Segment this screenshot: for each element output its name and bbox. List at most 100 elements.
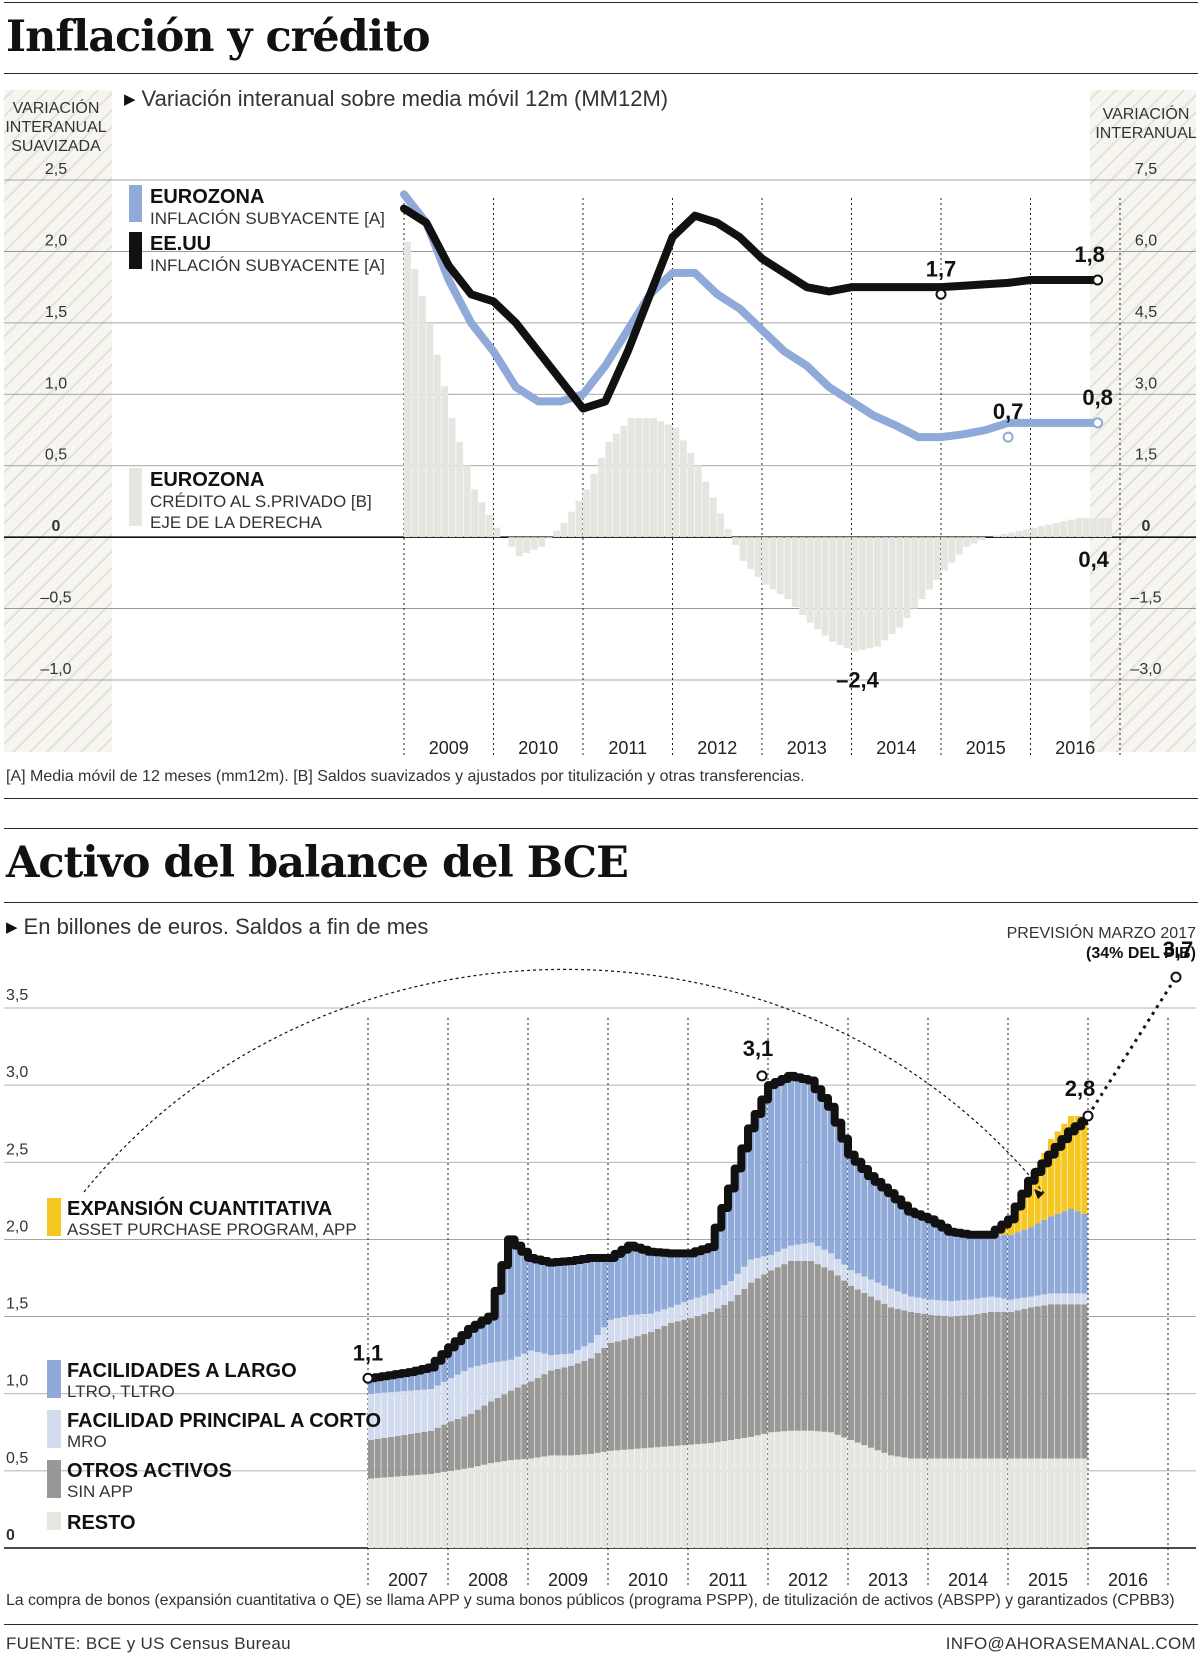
stack-bar-resto	[714, 1442, 721, 1548]
stack-bar-mro	[534, 1352, 541, 1378]
legend-sub: ASSET PURCHASE PROGRAM, APP	[67, 1220, 357, 1239]
credit-bar	[575, 500, 583, 538]
inflation-credit-chart: VARIACIÓN INTERANUAL SUAVIZADA VARIACIÓN INT…	[4, 90, 1197, 758]
stack-bar-mro	[788, 1245, 795, 1262]
credit-bar	[1015, 530, 1023, 538]
credit-bar	[1030, 527, 1038, 538]
y-tick: 1,0	[6, 1373, 28, 1390]
stack-bar-ltro	[528, 1257, 535, 1351]
stack-bar-resto	[728, 1440, 735, 1548]
stack-bar-ltro	[868, 1176, 875, 1280]
title-rule-top	[4, 73, 1198, 74]
stack-bar-resto	[448, 1470, 455, 1548]
stack-bar-otros	[728, 1301, 735, 1440]
credit-bar	[426, 322, 434, 538]
stack-bar-otros	[688, 1318, 695, 1445]
stack-bar-otros	[881, 1303, 888, 1453]
stack-bar-app	[1068, 1116, 1075, 1209]
stack-bar-resto	[521, 1459, 528, 1548]
stack-bar-otros	[534, 1377, 541, 1458]
stack-bar-otros	[674, 1321, 681, 1446]
x-tick-year: 2014	[948, 1570, 988, 1590]
legend-eurozona-credito-sub: CRÉDITO AL S.PRIVADO [B]	[150, 492, 372, 511]
credit-bar	[769, 537, 777, 590]
x-tick-year: 2010	[518, 738, 558, 758]
stack-bar-otros	[548, 1370, 555, 1456]
stack-bar-resto	[574, 1454, 581, 1548]
stack-bar-mro	[688, 1299, 695, 1319]
stack-bar-resto	[668, 1446, 675, 1548]
stack-bar-mro	[721, 1285, 728, 1305]
stack-bar-otros	[661, 1325, 668, 1447]
credit-bar	[1008, 532, 1015, 538]
legend-name: EXPANSIÓN CUANTITATIVA	[67, 1196, 332, 1220]
stack-bar-mro	[961, 1300, 968, 1316]
credit-bar	[642, 418, 650, 538]
stack-bar-otros	[841, 1280, 848, 1438]
stack-bar-resto	[1034, 1458, 1041, 1548]
subtitle-text: Variación interanual sobre media móvil 1…	[141, 86, 669, 111]
credit-bar	[993, 535, 1001, 538]
credit-bar	[732, 537, 740, 546]
stack-bar-otros	[434, 1427, 441, 1473]
stack-bar-resto	[828, 1432, 835, 1548]
left-axis-title: SUAVIZADA	[11, 138, 101, 155]
stack-bar-otros	[941, 1316, 948, 1459]
credit-bar	[597, 457, 605, 538]
stack-bar-resto	[881, 1452, 888, 1548]
credit-bar	[635, 418, 643, 538]
stack-bar-otros	[461, 1416, 468, 1469]
stack-bar-ltro	[1061, 1211, 1068, 1294]
stack-bar-mro	[841, 1264, 848, 1281]
stack-bar-ltro	[574, 1260, 581, 1350]
stack-bar-ltro	[768, 1085, 775, 1255]
stack-bar-app	[1028, 1180, 1035, 1228]
section-rule-2	[4, 828, 1198, 829]
right-axis-panel	[1090, 90, 1196, 752]
stack-bar-resto	[888, 1455, 895, 1548]
stack-bar-mro	[768, 1254, 775, 1271]
stack-bar-otros	[714, 1308, 721, 1443]
stack-bar-mro	[368, 1393, 375, 1440]
stack-bar-otros	[921, 1314, 928, 1459]
stack-bar-otros	[494, 1397, 501, 1463]
stack-bar-resto	[901, 1457, 908, 1548]
stack-bar-mro	[894, 1291, 901, 1309]
stack-bar-otros	[781, 1264, 788, 1432]
stack-bar-resto	[374, 1478, 381, 1548]
stack-bar-resto	[921, 1458, 928, 1548]
x-tick-year: 2016	[1055, 738, 1095, 758]
stack-bar-resto	[554, 1455, 561, 1548]
stack-bar-ltro	[908, 1211, 915, 1297]
stack-bar-mro	[561, 1354, 568, 1368]
left-axis-title: VARIACIÓN	[13, 98, 100, 117]
stack-bar-ltro	[821, 1098, 828, 1250]
stack-bar-mro	[914, 1297, 921, 1313]
stack-bar-otros	[868, 1296, 875, 1448]
credit-bar	[799, 537, 807, 615]
stack-bar-otros	[468, 1413, 475, 1468]
stack-bar-ltro	[874, 1181, 881, 1283]
stack-bar-otros	[394, 1435, 401, 1477]
stack-bar-otros	[481, 1405, 488, 1465]
stack-bar-ltro	[381, 1376, 388, 1393]
stack-bar-mro	[501, 1360, 508, 1395]
credit-bar	[724, 529, 732, 538]
stack-bar-mro	[434, 1385, 441, 1428]
stack-bar-ltro	[681, 1253, 688, 1303]
legend-name: FACILIDAD PRINCIPAL A CORTO	[67, 1410, 381, 1432]
stack-bar-ltro	[961, 1233, 968, 1301]
stack-bar-mro	[1021, 1297, 1028, 1309]
stack-bar-resto	[754, 1435, 761, 1548]
stack-bar-resto	[588, 1453, 595, 1548]
stack-bar-otros	[414, 1432, 421, 1475]
stack-bar-mro	[834, 1258, 841, 1276]
stack-bar-ltro	[614, 1253, 621, 1319]
stack-bar-ltro	[601, 1257, 608, 1328]
stack-bar-ltro	[721, 1208, 728, 1286]
stack-bar-mro	[928, 1299, 935, 1316]
stack-bar-otros	[794, 1261, 801, 1431]
stack-bar-mro	[654, 1311, 661, 1329]
stack-bar-resto	[1021, 1458, 1028, 1548]
x-tick-year: 2011	[709, 1570, 748, 1590]
